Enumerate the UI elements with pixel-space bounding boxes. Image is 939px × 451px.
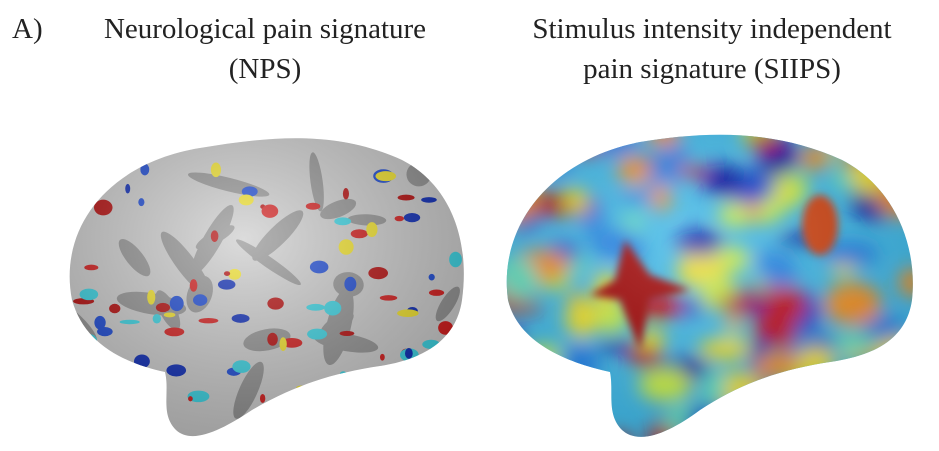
activation-spot xyxy=(80,392,89,405)
heat-spot xyxy=(768,438,793,450)
activation-spot xyxy=(338,389,358,402)
heat-spot xyxy=(770,392,816,406)
figure-title: Stimulus intensity independent xyxy=(532,13,891,45)
heat-spot xyxy=(879,150,913,175)
sulcus xyxy=(279,400,358,415)
shading xyxy=(69,138,464,437)
heat-spot xyxy=(818,430,861,437)
activation-spot xyxy=(382,372,403,385)
activation-spot xyxy=(426,145,434,155)
heat-spot xyxy=(745,396,768,423)
heat-spot xyxy=(878,404,913,434)
heat-spot xyxy=(506,329,524,356)
activation-spot xyxy=(90,143,110,158)
sulcus xyxy=(69,391,85,423)
activation-spot xyxy=(396,369,414,380)
heat-spot xyxy=(813,426,833,437)
activation-spot xyxy=(396,391,418,405)
sulcus xyxy=(345,380,415,409)
heat-spot xyxy=(888,163,913,196)
brain-map-siips xyxy=(506,134,913,450)
heat-spot xyxy=(830,134,883,162)
brain-map-nps xyxy=(69,138,464,437)
activation-spot xyxy=(91,181,97,187)
sulcus xyxy=(392,379,464,414)
shading xyxy=(506,134,913,437)
activation-spot xyxy=(344,383,359,395)
heat-spot xyxy=(607,434,632,437)
heat-spot xyxy=(858,413,896,437)
figure-title: (NPS) xyxy=(229,53,302,85)
heat-spot xyxy=(569,140,603,155)
heat-spot xyxy=(815,134,864,143)
heat-spot xyxy=(789,375,806,391)
figure-title: pain signature (SIIPS) xyxy=(583,53,841,85)
heat-spot xyxy=(732,408,785,437)
sulcus xyxy=(334,384,375,405)
heat-spot xyxy=(506,389,523,409)
heat-spot xyxy=(507,354,540,389)
heat-spot xyxy=(881,140,909,158)
heat-spot xyxy=(852,391,887,415)
activation-spot xyxy=(351,385,370,393)
heat-spot xyxy=(880,392,913,435)
panel-label: A) xyxy=(12,13,43,45)
activation-spot xyxy=(83,186,102,200)
activation-spot xyxy=(426,363,449,372)
heat-spot xyxy=(797,408,824,437)
heat-spot xyxy=(779,397,826,432)
activation-spot xyxy=(437,344,454,356)
heat-spot xyxy=(715,404,737,424)
activation-spot xyxy=(75,148,88,155)
activation-spot xyxy=(437,386,443,392)
figure-title: Neurological pain signature xyxy=(104,13,426,45)
heat-spot xyxy=(839,391,883,408)
heat-spot xyxy=(858,392,908,415)
heat-spot xyxy=(534,372,558,414)
heat-spot xyxy=(506,149,523,163)
heat-spot xyxy=(518,140,557,157)
heat-spot xyxy=(562,376,593,421)
heat-spot xyxy=(861,134,913,152)
heat-spot xyxy=(506,171,540,206)
heat-spot xyxy=(865,349,882,378)
heat-spot xyxy=(506,180,527,225)
